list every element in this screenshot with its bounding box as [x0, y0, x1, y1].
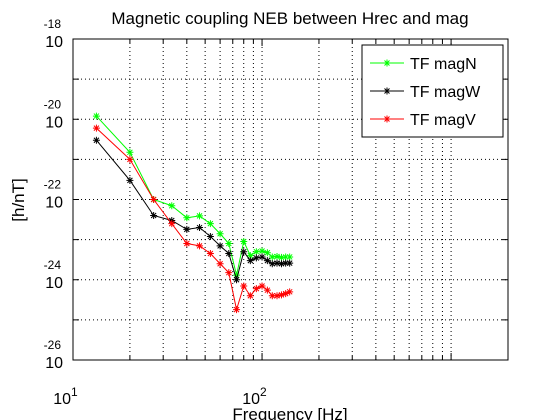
series-3-point — [268, 292, 276, 300]
chart-title: Magnetic coupling NEB between Hrec and m… — [111, 9, 468, 28]
series-1-point — [277, 253, 285, 261]
series-1-point — [126, 148, 134, 156]
x-tick-label-exponent: 1 — [71, 385, 78, 399]
legend-box — [361, 44, 504, 138]
series-3-point — [183, 240, 191, 248]
y-tick-label-base: 10 — [45, 355, 63, 372]
series-3-point — [196, 242, 204, 250]
series-1-point — [263, 249, 271, 257]
series-2-point — [206, 232, 214, 240]
series-2-point — [282, 259, 290, 267]
y-axis-label: [h/nT] — [9, 178, 28, 221]
y-tick-label-base: 10 — [45, 275, 63, 292]
y-tick-label-base: 10 — [45, 34, 63, 51]
series-1-point — [252, 248, 260, 256]
series-3-point — [286, 288, 294, 296]
x-tick-label-exponent: 2 — [260, 385, 267, 399]
series-2-point — [183, 225, 191, 233]
series-2-point — [286, 259, 294, 267]
series-2-point — [240, 248, 248, 256]
series-1-point — [183, 214, 191, 222]
legend-marker-3 — [383, 115, 391, 123]
series-2-point — [252, 254, 260, 262]
series-3-point — [206, 250, 214, 258]
series-1-point — [240, 237, 248, 245]
y-tick-label-base: 10 — [45, 195, 63, 212]
x-tick-label-base: 10 — [53, 391, 71, 408]
y-tick-label-exponent: -20 — [44, 97, 62, 111]
series-3-point — [225, 269, 233, 277]
series-2-point — [258, 253, 266, 261]
x-tick-label-base: 10 — [242, 391, 260, 408]
series-2-point — [246, 257, 254, 265]
series-1-point — [225, 240, 233, 248]
series-2-point — [216, 242, 224, 250]
series-3-point — [282, 290, 290, 298]
series-2-point — [268, 260, 276, 268]
legend-label-1: TF magN — [410, 56, 477, 73]
series-1-point — [92, 112, 100, 120]
legend-label-2: TF magW — [410, 84, 481, 101]
series-3-point — [258, 282, 266, 290]
legend-label-3: TF magV — [410, 112, 476, 129]
y-tick-label-exponent: -22 — [44, 178, 62, 192]
series-2-point — [225, 250, 233, 258]
series-3-point — [126, 155, 134, 163]
series-2-point — [277, 260, 285, 268]
series-3-point — [168, 220, 176, 228]
series-3-point — [246, 292, 254, 300]
x-axis-label: Frequency [Hz] — [232, 405, 347, 420]
legend: TF magN TF magW TF magV — [361, 44, 504, 138]
legend-marker-2 — [383, 87, 391, 95]
series-1-point — [282, 253, 290, 261]
series-3-point — [273, 292, 281, 300]
series-1-point — [206, 220, 214, 228]
series-2-point — [233, 276, 241, 284]
series-1-point — [216, 230, 224, 238]
y-tick-label-base: 10 — [45, 114, 63, 131]
series-3-point — [216, 260, 224, 268]
y-tick-label-exponent: -24 — [44, 258, 62, 272]
series-1-point — [258, 247, 266, 255]
series-1-point — [273, 252, 281, 260]
series-2-point — [92, 136, 100, 144]
series-3-point — [252, 285, 260, 293]
series-1-point — [286, 253, 294, 261]
series-1-point — [246, 252, 254, 260]
legend-marker-1 — [383, 59, 391, 67]
series-3-point — [92, 124, 100, 132]
series-3-point — [263, 286, 271, 294]
series-2-point — [196, 224, 204, 232]
series-2-point — [126, 176, 134, 184]
y-tick-label-exponent: -26 — [44, 338, 62, 352]
series-1-point — [268, 253, 276, 261]
plot-frame — [72, 38, 509, 361]
series-1-point — [233, 271, 241, 279]
series-2-point — [273, 259, 281, 267]
series-2-point — [263, 257, 271, 265]
series-1-point — [196, 212, 204, 220]
series-3-point — [233, 306, 241, 314]
y-tick-label-exponent: -18 — [44, 17, 62, 31]
series-2-point — [150, 211, 158, 219]
series-3-point — [277, 291, 285, 299]
series-3-point — [240, 282, 248, 290]
series-3-point — [150, 196, 158, 203]
series-1-point — [168, 202, 176, 210]
series-layer — [92, 112, 294, 314]
